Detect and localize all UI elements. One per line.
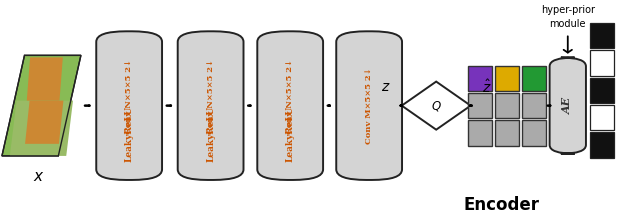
Bar (522, 120, 546, 145)
Text: $x$: $x$ (33, 169, 44, 184)
Polygon shape (27, 57, 63, 101)
Bar (590, 105, 614, 130)
Polygon shape (10, 101, 73, 156)
Bar (590, 23, 614, 48)
Bar (495, 120, 519, 145)
Text: Conv N×5×5 2↓: Conv N×5×5 2↓ (125, 59, 133, 134)
Text: LeakyReLU: LeakyReLU (206, 106, 215, 162)
Text: LeakyReLU: LeakyReLU (286, 106, 295, 162)
Text: LeakyReLU: LeakyReLU (124, 106, 134, 162)
Text: Conv N×5×5 2↓: Conv N×5×5 2↓ (207, 59, 215, 134)
Text: hyper-prior
module: hyper-prior module (541, 6, 595, 29)
Bar (468, 120, 492, 145)
Text: Encoder: Encoder (464, 196, 540, 214)
FancyBboxPatch shape (178, 31, 244, 180)
Text: $\hat{z}$: $\hat{z}$ (482, 78, 491, 96)
Text: $z$: $z$ (381, 80, 391, 94)
Polygon shape (2, 55, 81, 156)
FancyBboxPatch shape (257, 31, 323, 180)
Text: AE: AE (562, 97, 573, 114)
Text: Conv M×5×5 2↓: Conv M×5×5 2↓ (365, 67, 373, 144)
Bar (522, 93, 546, 118)
Bar (590, 132, 614, 158)
Polygon shape (25, 101, 63, 144)
Bar (590, 50, 614, 75)
Bar (590, 78, 614, 103)
FancyBboxPatch shape (550, 58, 586, 154)
Bar (468, 93, 492, 118)
Bar (495, 66, 519, 91)
Bar (522, 66, 546, 91)
FancyBboxPatch shape (96, 31, 162, 180)
FancyBboxPatch shape (336, 31, 402, 180)
Text: Conv N×5×5 2↓: Conv N×5×5 2↓ (286, 59, 294, 134)
Text: $Q$: $Q$ (431, 99, 441, 113)
Bar (495, 93, 519, 118)
Bar (468, 66, 492, 91)
Polygon shape (402, 82, 470, 130)
